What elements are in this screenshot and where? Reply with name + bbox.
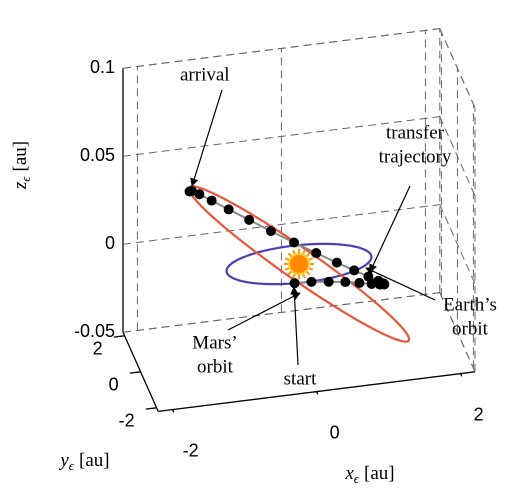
trajectory-point: [185, 186, 195, 196]
x-tick-label: 0: [330, 422, 340, 442]
annotation: orbit: [197, 356, 234, 377]
label-symbol: y: [58, 450, 69, 471]
y-tick-label: 2: [93, 339, 103, 359]
label-subscript: ϵ: [354, 471, 360, 486]
trajectory-point: [324, 277, 334, 287]
arrow: [228, 293, 300, 330]
annotation: transfer: [386, 122, 445, 143]
label-unit: [au]: [10, 141, 31, 172]
plot-area: [185, 186, 410, 342]
annotation: arrival: [180, 64, 230, 85]
label-unit: [au]: [79, 450, 110, 471]
trajectory-point: [207, 196, 217, 206]
trajectory-point: [289, 238, 299, 248]
z-axis-label: zϵ[au]: [10, 141, 33, 190]
trajectory-point: [354, 278, 364, 288]
y-tick-label: -2: [119, 411, 135, 431]
annotation: start: [284, 368, 317, 389]
y-tick-label: 0: [109, 375, 119, 395]
annotation: Mars’: [192, 332, 237, 353]
trajectory-point: [244, 215, 254, 225]
tick-mark: [114, 336, 125, 337]
z-tick-label: 0.1: [90, 57, 115, 77]
x-axis-label: xϵ[au]: [344, 463, 394, 486]
grid-line: [440, 205, 475, 284]
z-tick-label: 0: [105, 233, 115, 253]
trajectory-point: [311, 248, 321, 258]
trajectory-point: [340, 277, 350, 287]
sun: [284, 249, 314, 279]
x-tick-label: -2: [183, 440, 199, 460]
trajectory-point: [363, 272, 373, 282]
label-unit: [au]: [364, 463, 395, 484]
trajectory-point: [332, 258, 342, 268]
x-tick-label: 2: [474, 404, 484, 424]
trajectory-point: [306, 277, 316, 287]
y-axis-label: yϵ [au]: [58, 450, 109, 473]
trajectory-point: [266, 226, 276, 236]
axis-line: [158, 372, 475, 412]
annotation: orbit: [452, 318, 489, 339]
label-subscript: ϵ: [69, 458, 75, 473]
chart: -0.0500.050.1-202-202 arrival transfer t…: [0, 0, 515, 494]
trajectory-point: [349, 265, 359, 275]
trajectory-point: [224, 204, 234, 214]
sun-disk: [289, 254, 309, 274]
label-subscript: ϵ: [18, 176, 33, 182]
arrow: [192, 90, 222, 186]
arrow: [294, 287, 298, 365]
arrow: [370, 186, 410, 272]
tick-mark: [146, 408, 157, 409]
trajectory-point: [290, 278, 300, 288]
annotation: Earth’s: [443, 294, 497, 315]
annotation: trajectory: [379, 146, 452, 167]
tick-mark: [130, 372, 141, 373]
z-tick-label: 0.05: [80, 145, 115, 165]
trajectory-point: [373, 276, 383, 286]
